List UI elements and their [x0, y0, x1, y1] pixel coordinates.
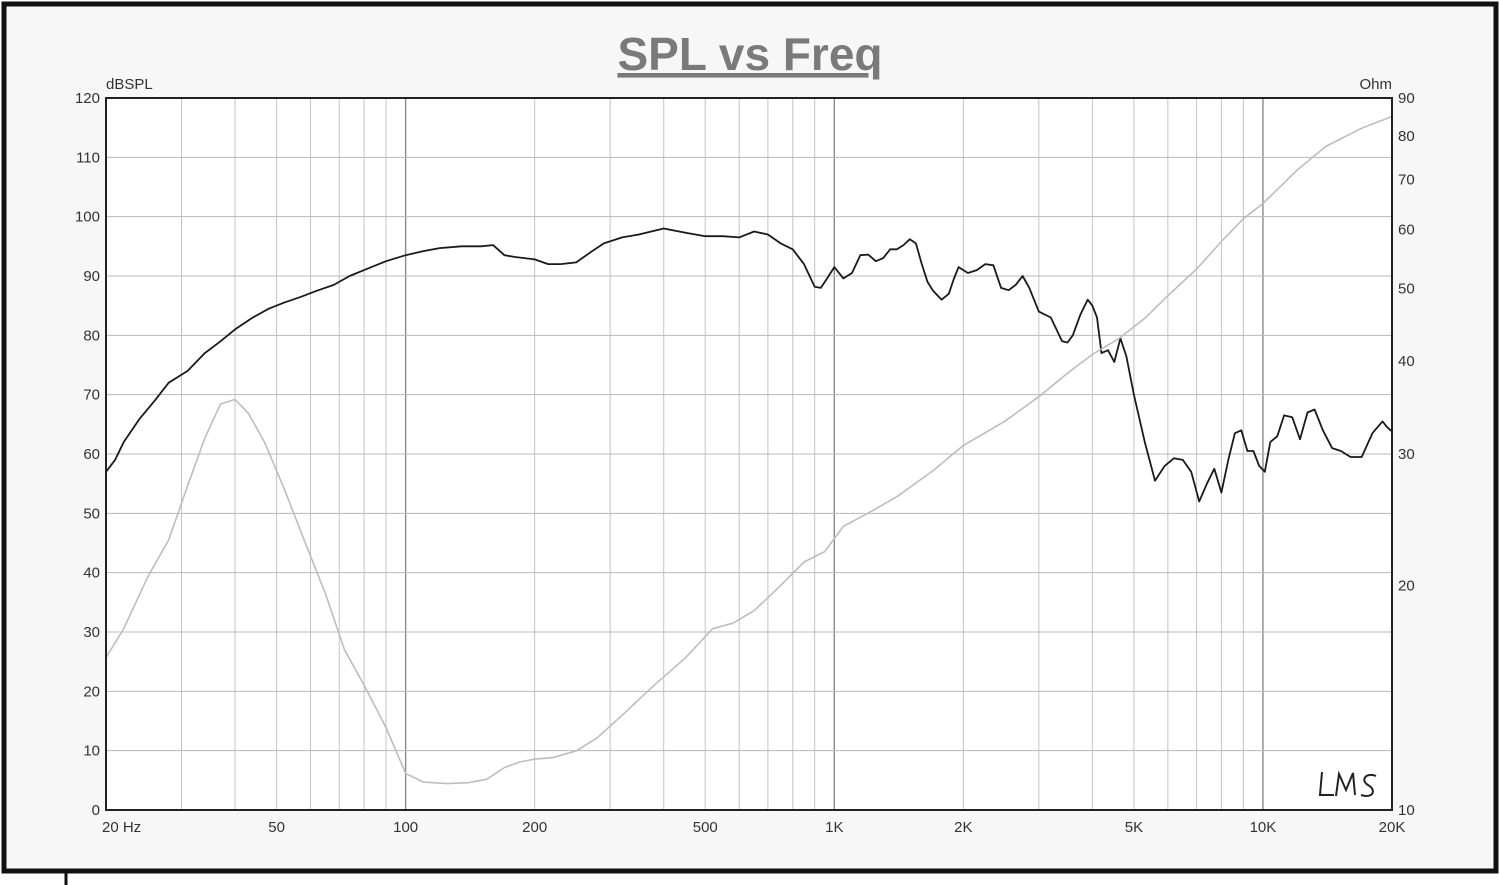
right-tick-label: 80 [1398, 128, 1415, 145]
x-tick-label: 10K [1250, 819, 1277, 836]
x-tick-label: 1K [825, 819, 843, 836]
x-tick-label: 2K [954, 819, 972, 836]
x-tick-labels: 20 Hz 50 100 200 500 1K 2K 5K 10K 20K [102, 819, 1405, 836]
impedance-curve [105, 115, 1393, 785]
left-tick-label: 100 [75, 209, 100, 226]
left-axis-unit-label: dBSPL [106, 76, 153, 93]
x-tick-label: 20 Hz [102, 819, 141, 836]
left-tick-label: 20 [83, 683, 100, 700]
right-tick-label: 10 [1398, 802, 1415, 819]
right-tick-label: 70 [1398, 171, 1415, 188]
left-tick-label: 50 [83, 505, 100, 522]
left-tick-label: 110 [76, 149, 100, 166]
right-tick-labels: 10 20 30 40 50 60 70 80 90 [1398, 90, 1415, 819]
left-tick-label: 70 [83, 387, 100, 404]
right-tick-label: 50 [1398, 280, 1415, 297]
x-tick-label: 50 [268, 819, 285, 836]
right-axis-unit-label: Ohm [1359, 76, 1392, 93]
left-tick-label: 30 [83, 624, 100, 641]
lms-logo [1318, 770, 1377, 797]
left-tick-label: 60 [83, 446, 100, 463]
chart-title: SPL vs Freq [617, 28, 882, 80]
left-tick-labels: 0 10 20 30 40 50 60 70 80 90 100 110 120 [75, 90, 100, 819]
right-tick-label: 40 [1398, 353, 1415, 370]
x-tick-label: 5K [1125, 819, 1143, 836]
left-tick-label: 40 [83, 565, 100, 582]
right-tick-label: 90 [1398, 90, 1415, 107]
x-tick-label: 200 [522, 819, 547, 836]
x-tick-label: 500 [693, 819, 718, 836]
left-tick-label: 80 [83, 327, 100, 344]
spl-curve [105, 227, 1393, 503]
x-tick-label: 100 [393, 819, 418, 836]
x-tick-label: 20K [1379, 819, 1406, 836]
left-tick-label: 90 [83, 268, 100, 285]
right-tick-label: 20 [1398, 577, 1415, 594]
right-tick-label: 60 [1398, 221, 1415, 238]
left-tick-label: 0 [92, 802, 100, 819]
left-tick-label: 10 [83, 743, 100, 760]
series-layer [105, 115, 1393, 785]
right-tick-label: 30 [1398, 446, 1415, 463]
plot-border [105, 97, 1393, 811]
left-tick-label: 120 [75, 90, 100, 107]
